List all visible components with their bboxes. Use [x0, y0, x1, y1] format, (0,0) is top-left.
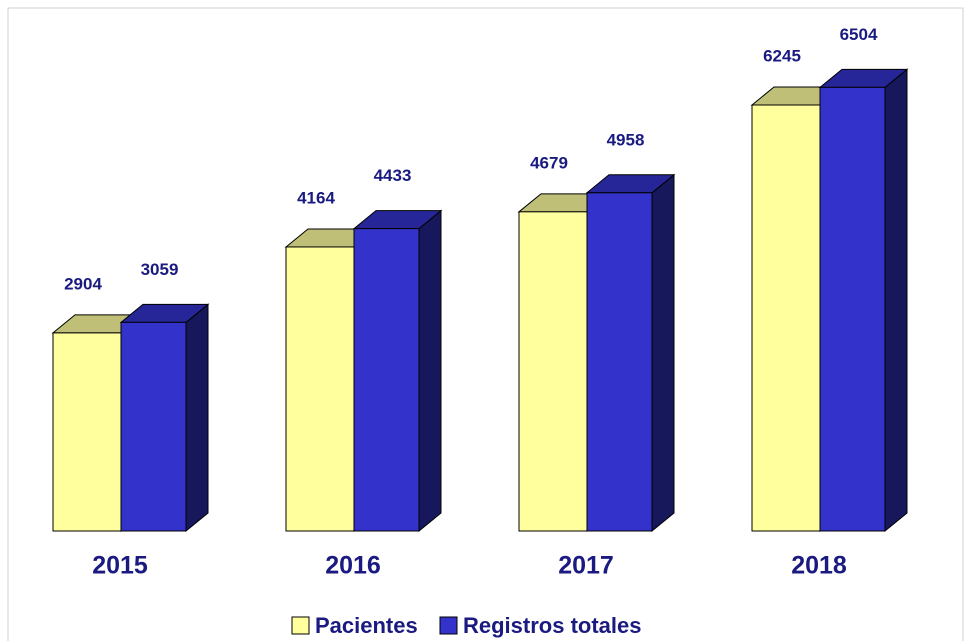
bar-front: [120, 321, 187, 532]
legend-label: Registros totales: [463, 613, 642, 638]
bar-front: [52, 332, 122, 532]
bar-side: [185, 303, 209, 533]
legend-swatch: [291, 616, 310, 635]
bar: [585, 173, 676, 533]
chart-border: [7, 7, 964, 641]
bar: [119, 303, 210, 533]
value-label: 4433: [374, 166, 412, 185]
value-label: 6245: [763, 46, 801, 65]
x-tick-label: 2015: [92, 552, 148, 580]
x-tick-label: 2018: [791, 552, 847, 580]
bar-side: [884, 68, 908, 533]
legend-swatch: [439, 616, 458, 635]
bar: [352, 209, 443, 533]
bar-front: [285, 246, 355, 532]
value-label: 4164: [297, 188, 335, 207]
bar-front: [819, 86, 886, 532]
value-label: 4679: [530, 153, 568, 172]
value-label: 6504: [840, 25, 878, 44]
bar-front: [751, 104, 821, 532]
bar: [818, 68, 909, 533]
value-label: 3059: [141, 260, 179, 279]
bar-front: [586, 192, 653, 532]
value-label: 2904: [64, 274, 102, 293]
value-label: 4958: [607, 130, 645, 149]
x-tick-label: 2016: [325, 552, 381, 580]
bar-side: [418, 209, 442, 533]
legend-label: Pacientes: [315, 613, 418, 638]
x-tick-label: 2017: [558, 552, 614, 580]
bar-front: [353, 228, 420, 532]
bar-front: [518, 211, 588, 532]
bar-side: [651, 173, 675, 533]
